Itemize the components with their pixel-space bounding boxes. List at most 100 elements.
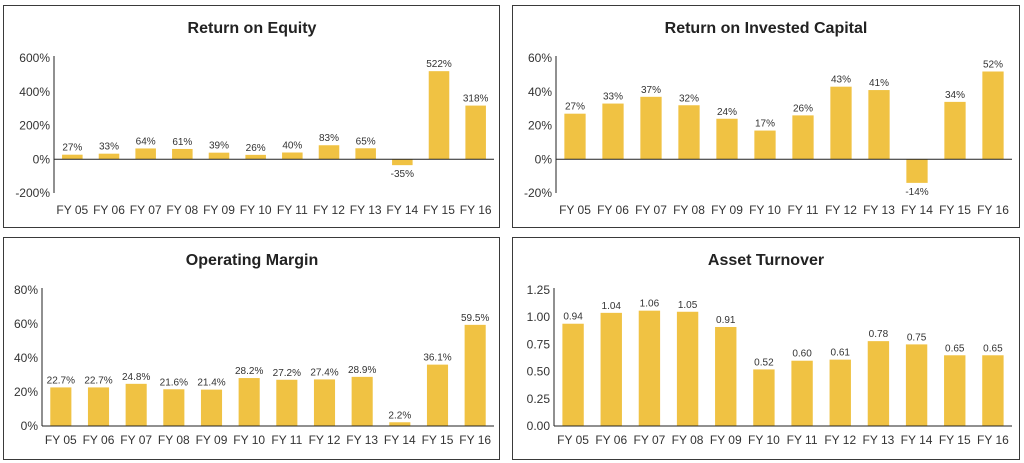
data-label: 0.61 <box>831 348 851 359</box>
y-tick-label: 40% <box>528 85 552 99</box>
bar-fy-13 <box>355 148 376 160</box>
y-tick-label: 20% <box>14 385 38 399</box>
x-tick-label: FY 15 <box>939 203 971 217</box>
x-tick-label: FY 06 <box>93 203 125 217</box>
data-label: 28.9% <box>348 365 376 376</box>
data-label: 61% <box>172 137 192 148</box>
x-tick-label: FY 16 <box>459 433 491 447</box>
x-tick-label: FY 06 <box>595 433 627 447</box>
bar-fy-07 <box>135 148 156 160</box>
y-tick-label: 1.25 <box>527 283 551 297</box>
bar-fy-06 <box>600 312 622 426</box>
y-tick-label: 0.75 <box>527 337 551 351</box>
data-label: 83% <box>319 133 339 144</box>
x-tick-label: FY 12 <box>313 203 345 217</box>
x-tick-label: FY 05 <box>557 433 589 447</box>
bar-fy-15 <box>426 364 449 426</box>
data-label: 36.1% <box>423 353 451 364</box>
bar-fy-13 <box>867 341 890 426</box>
bar-fy-10 <box>245 154 266 160</box>
chart-title: Asset Turnover <box>708 252 824 269</box>
bar-fy-16 <box>982 355 1004 426</box>
bar-fy-11 <box>792 115 814 160</box>
y-tick-label: -20% <box>524 186 552 200</box>
bar-fy-05 <box>564 113 586 160</box>
chart-svg-return-on-invested-capital: Return on Invested Capital -20% 0% 20% 40% 6… <box>524 20 1012 217</box>
bar-fy-07 <box>640 96 662 160</box>
bar-fy-08 <box>163 389 185 426</box>
data-label: 32% <box>679 93 699 104</box>
data-label: -35% <box>391 169 414 180</box>
y-tick-label: 0% <box>21 419 39 433</box>
x-tick-label: FY 05 <box>559 203 591 217</box>
data-label: 40% <box>282 141 302 152</box>
x-tick-label: FY 10 <box>749 203 781 217</box>
data-label: 1.04 <box>602 301 622 312</box>
y-tick-label: 200% <box>19 119 50 133</box>
bar-fy-12 <box>318 145 340 160</box>
x-tick-label: FY 14 <box>386 203 418 217</box>
x-tick-label: FY 07 <box>635 203 667 217</box>
bar-fy-11 <box>282 152 303 160</box>
y-tick-label: 400% <box>19 85 50 99</box>
data-label: 0.60 <box>792 349 812 360</box>
y-tick-label: 60% <box>14 317 38 331</box>
chart-svg-asset-turnover: Asset Turnover 0.00 0.25 0.50 0.75 1.00 1.25 0… <box>527 252 1012 447</box>
x-tick-label: FY 08 <box>158 433 190 447</box>
bar-fy-14 <box>389 422 411 426</box>
bar-fy-16 <box>982 71 1004 160</box>
chart-panel-return-on-invested-capital: Return on Invested Capital -20% 0% 20% 40% 6… <box>512 5 1020 228</box>
x-tick-label: FY 09 <box>710 433 742 447</box>
y-tick-label: 0.25 <box>527 392 551 406</box>
y-tick-label: 0.00 <box>527 419 551 433</box>
x-tick-label: FY 14 <box>901 203 933 217</box>
bar-fy-06 <box>602 103 624 160</box>
x-tick-label: FY 09 <box>711 203 743 217</box>
bar-fy-14 <box>392 159 413 166</box>
chart-svg-return-on-equity: Return on Equity -200% 0% 200% 400% 600% 27% 3… <box>15 20 494 217</box>
x-tick-label: FY 13 <box>863 203 895 217</box>
y-tick-label: 1.00 <box>527 310 551 324</box>
data-label: 26% <box>246 143 266 154</box>
bar-fy-06 <box>87 387 110 426</box>
bar-fy-11 <box>276 379 298 426</box>
data-label: 41% <box>869 78 889 89</box>
chart-title: Return on Invested Capital <box>665 20 868 37</box>
y-tick-label: 600% <box>19 51 50 65</box>
bar-fy-05 <box>562 323 584 426</box>
y-tick-label: 60% <box>528 51 552 65</box>
x-tick-label: FY 05 <box>56 203 88 217</box>
x-tick-label: FY 08 <box>166 203 198 217</box>
bar-fy-10 <box>753 369 775 426</box>
x-tick-label: FY 10 <box>233 433 265 447</box>
data-label: 43% <box>831 75 851 86</box>
data-label: 39% <box>209 141 229 152</box>
data-label: 0.94 <box>563 312 583 323</box>
chart-panel-asset-turnover: Asset Turnover 0.00 0.25 0.50 0.75 1.00 1.25 0… <box>512 237 1020 460</box>
x-tick-label: FY 15 <box>939 433 971 447</box>
bar-fy-05 <box>62 154 83 160</box>
bar-fy-08 <box>678 105 700 160</box>
data-label: 17% <box>755 119 775 130</box>
chart-title: Return on Equity <box>188 20 317 37</box>
bar-fy-13 <box>868 90 890 160</box>
data-label: 22.7% <box>47 375 75 386</box>
x-tick-label: FY 16 <box>977 203 1009 217</box>
data-label: 37% <box>641 85 661 96</box>
y-tick-label: 0% <box>33 152 51 166</box>
data-label: 33% <box>99 142 119 153</box>
x-tick-label: FY 14 <box>384 433 416 447</box>
data-label: 2.2% <box>388 410 411 421</box>
data-label: 27% <box>565 102 585 113</box>
data-label: 27% <box>62 143 82 154</box>
x-tick-label: FY 14 <box>901 433 933 447</box>
x-tick-label: FY 15 <box>422 433 454 447</box>
chart-title: Operating Margin <box>186 252 318 269</box>
chart-panel-return-on-equity: Return on Equity -200% 0% 200% 400% 600% 27% 3… <box>3 5 500 228</box>
y-tick-label: -200% <box>15 186 50 200</box>
y-tick-label: 40% <box>14 351 38 365</box>
data-label: 59.5% <box>461 313 489 324</box>
data-label: 318% <box>463 94 489 105</box>
x-tick-label: FY 16 <box>460 203 492 217</box>
bar-fy-11 <box>791 360 813 426</box>
